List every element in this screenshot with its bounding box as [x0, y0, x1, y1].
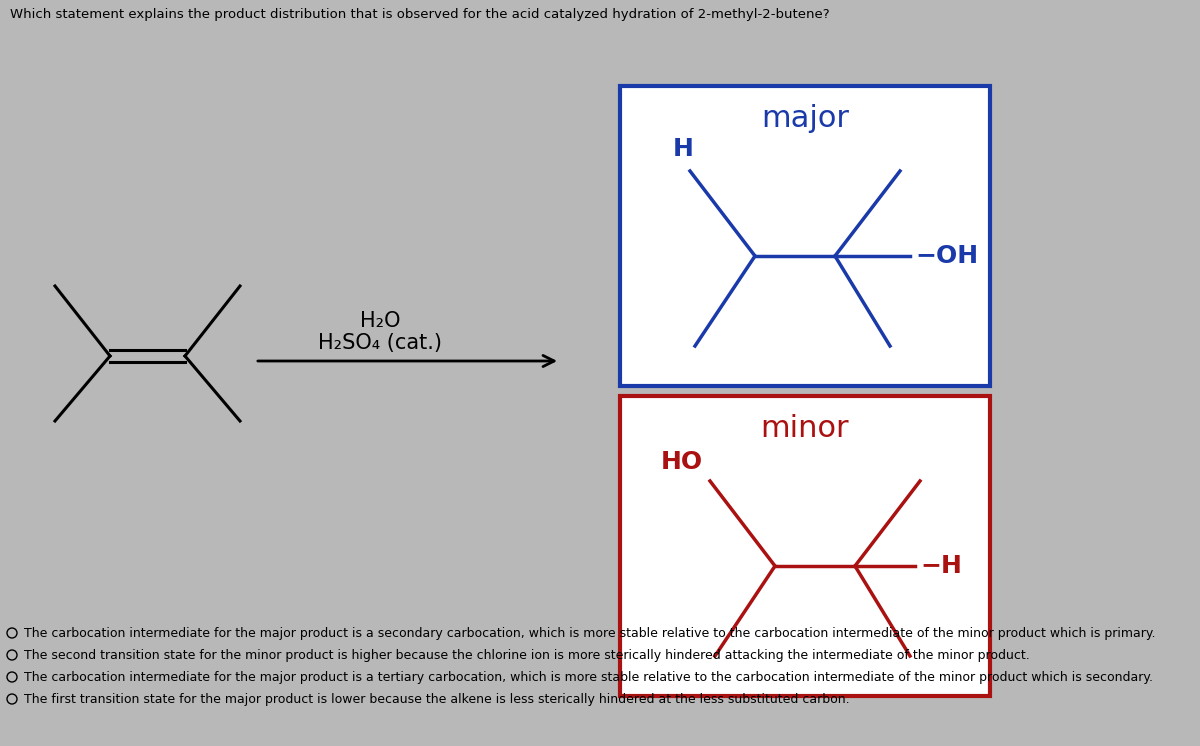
Text: The carbocation intermediate for the major product is a tertiary carbocation, wh: The carbocation intermediate for the maj… [24, 671, 1153, 683]
Text: HO: HO [661, 450, 703, 474]
Text: −H: −H [920, 554, 962, 578]
Text: H₂SO₄ (cat.): H₂SO₄ (cat.) [318, 333, 442, 353]
Bar [620, 396, 990, 696]
Text: −OH: −OH [916, 244, 978, 268]
Text: The second transition state for the minor product is higher because the chlorine: The second transition state for the mino… [24, 648, 1030, 662]
Text: The first transition state for the major product is lower because the alkene is : The first transition state for the major… [24, 692, 850, 706]
Text: The carbocation intermediate for the major product is a secondary carbocation, w: The carbocation intermediate for the maj… [24, 627, 1156, 639]
Text: major: major [761, 104, 850, 133]
Text: minor: minor [761, 414, 850, 443]
FancyArrowPatch shape [258, 355, 554, 366]
Text: Which statement explains the product distribution that is observed for the acid : Which statement explains the product dis… [10, 8, 829, 21]
Text: H₂O: H₂O [360, 311, 401, 331]
Text: H: H [672, 137, 694, 161]
Bar [620, 86, 990, 386]
